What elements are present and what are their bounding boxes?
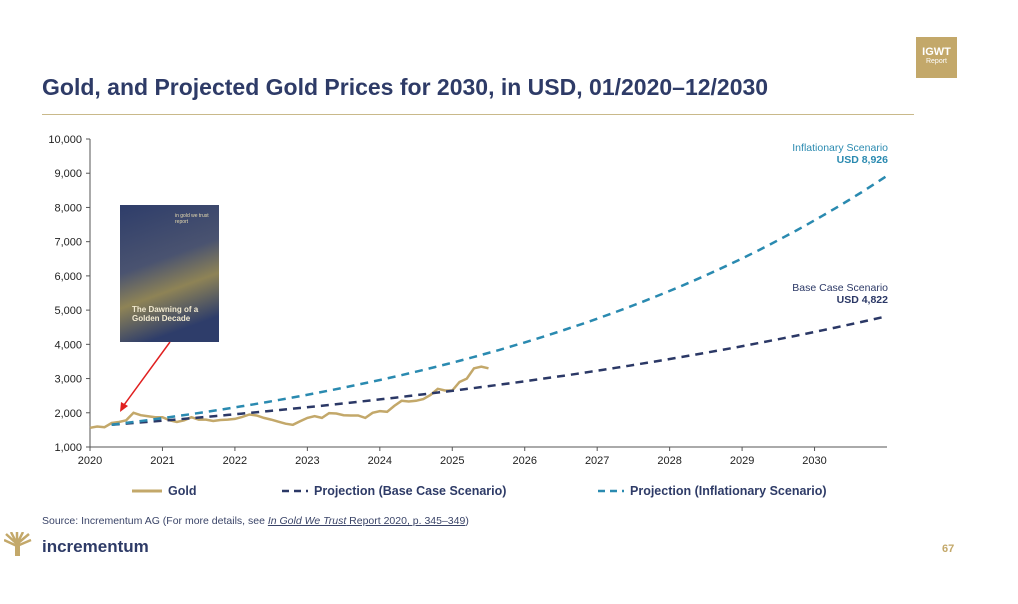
y-tick-label: 9,000	[54, 168, 82, 180]
incrementum-tree-logo	[4, 532, 32, 556]
cover-title: The Dawning of a Golden Decade	[132, 305, 199, 323]
x-tick-label: 2021	[150, 455, 174, 467]
source-link-rest[interactable]: Report 2020, p. 345–349	[346, 515, 466, 527]
x-tick-label: 2023	[295, 455, 319, 467]
source-prefix: Source: Incrementum AG (For more details…	[42, 515, 268, 527]
series-1-line	[111, 314, 888, 427]
source-link-italic[interactable]: In Gold We Trust	[267, 515, 347, 527]
base-annotation: Base Case Scenario USD 4,822	[740, 282, 888, 306]
legend-inflationary: Projection (Inflationary Scenario)	[598, 484, 827, 498]
page-number: 67	[942, 543, 955, 555]
y-tick-label: 8,000	[54, 202, 82, 214]
source-note: Source: Incrementum AG (For more details…	[42, 515, 469, 527]
cover-tag: in gold we trust report	[175, 213, 209, 225]
inflationary-annotation: Inflationary Scenario USD 8,926	[740, 142, 888, 166]
base-label: Base Case Scenario	[792, 282, 888, 294]
x-tick-label: 2026	[512, 455, 536, 467]
x-tick-label: 2025	[440, 455, 464, 467]
source-suffix: )	[465, 515, 469, 527]
x-tick-label: 2029	[730, 455, 754, 467]
inflationary-value: USD 8,926	[836, 154, 888, 166]
base-value: USD 4,822	[836, 294, 888, 306]
source-link[interactable]: In Gold We Trust Report 2020, p. 345–349	[268, 515, 466, 527]
legend-label: Projection (Inflationary Scenario)	[630, 484, 827, 498]
x-tick-label: 2030	[802, 455, 826, 467]
badge-line1: IGWT	[922, 46, 951, 58]
y-tick-label: 10,000	[48, 134, 82, 146]
igwt-badge: IGWT Report	[916, 37, 957, 78]
x-tick-label: 2022	[223, 455, 247, 467]
y-tick-label: 1,000	[54, 442, 82, 454]
page-title: Gold, and Projected Gold Prices for 2030…	[42, 74, 769, 100]
x-tick-label: 2024	[368, 455, 392, 467]
y-tick-label: 2,000	[54, 408, 82, 420]
badge-line2: Report	[925, 58, 947, 65]
legend-base: Projection (Base Case Scenario)	[282, 484, 506, 498]
brand-name: incrementum	[42, 537, 149, 556]
x-tick-label: 2028	[657, 455, 681, 467]
report-cover-image: in gold we trust report The Dawning of a…	[120, 205, 219, 342]
y-tick-label: 7,000	[54, 237, 82, 249]
title-divider	[42, 114, 914, 115]
x-tick-label: 2020	[78, 455, 102, 467]
x-tick-label: 2027	[585, 455, 609, 467]
y-tick-label: 3,000	[54, 374, 82, 386]
y-tick-label: 4,000	[54, 339, 82, 351]
y-tick-label: 6,000	[54, 271, 82, 283]
y-tick-label: 5,000	[54, 305, 82, 317]
legend-gold: Gold	[132, 484, 196, 498]
inflationary-label: Inflationary Scenario	[792, 142, 888, 154]
series-2-line	[111, 174, 888, 427]
legend-label: Gold	[168, 484, 197, 498]
series-0-line	[89, 365, 489, 430]
legend-label: Projection (Base Case Scenario)	[314, 484, 507, 498]
arrow-head-icon	[120, 402, 128, 412]
arrow-line	[123, 341, 171, 406]
